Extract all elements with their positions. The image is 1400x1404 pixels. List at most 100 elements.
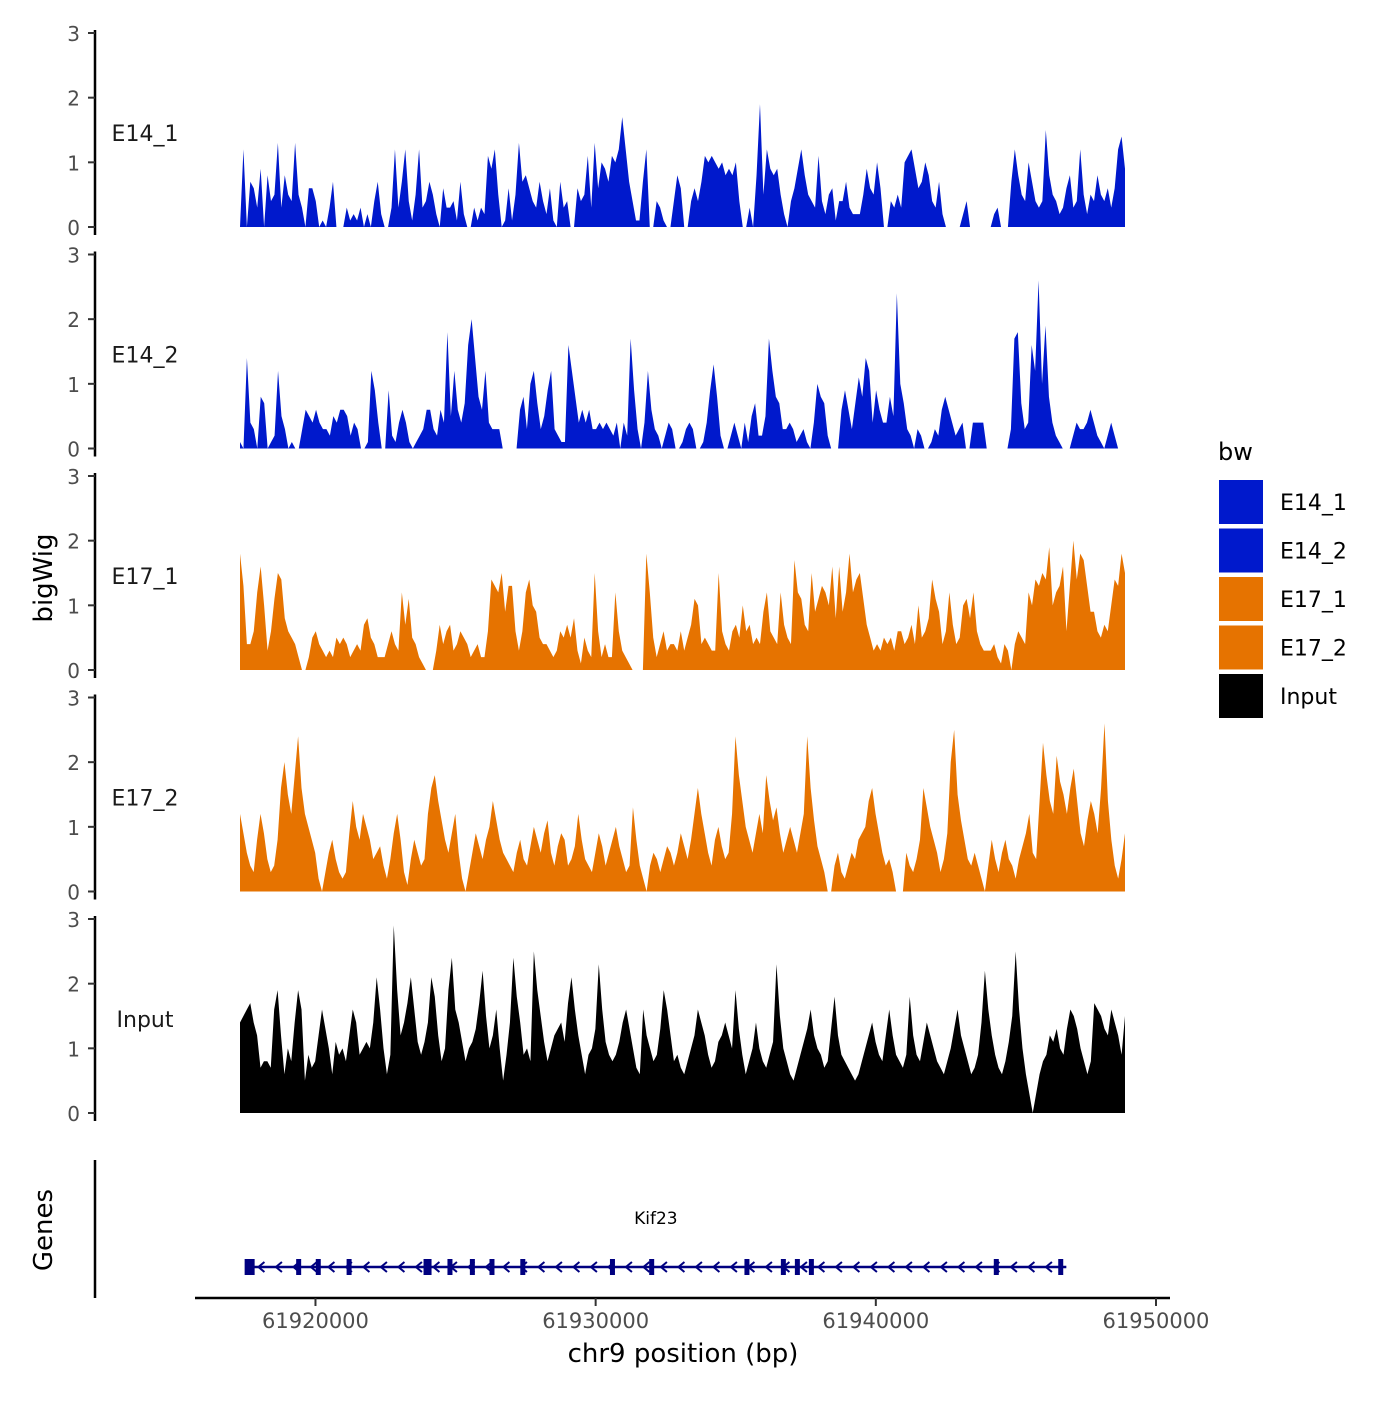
y-tick-label: 1 xyxy=(67,1037,80,1061)
area-input xyxy=(240,925,1125,1113)
track-label: E17_2 xyxy=(112,787,179,812)
x-tick-label: 61930000 xyxy=(542,1309,649,1333)
y-tick-label: 2 xyxy=(67,308,80,332)
strand-arrow xyxy=(974,1261,983,1273)
gene-tracks: Kif23 xyxy=(244,1209,1067,1275)
strand-arrow xyxy=(886,1261,896,1273)
x-ticks: 61920000 61930000 61940000 61950000 xyxy=(262,1298,1209,1333)
legend-item: E17_1 xyxy=(1219,577,1347,621)
gene-name-label: Kif23 xyxy=(634,1209,678,1229)
y-tick-label: 3 xyxy=(67,465,80,489)
y-axis-title: bigWig xyxy=(29,533,59,622)
strand-arrow xyxy=(414,1261,423,1273)
strand-arrow xyxy=(501,1261,511,1273)
strand-arrow xyxy=(431,1261,441,1273)
strand-arrow xyxy=(834,1261,843,1273)
y-tick-label: 1 xyxy=(67,594,80,618)
x-axis: 61920000 61930000 61940000 61950000 chr9 po… xyxy=(195,1296,1209,1369)
exon xyxy=(296,1259,302,1275)
exon xyxy=(489,1259,495,1275)
y-tick-label: 3 xyxy=(67,687,80,711)
legend-swatch xyxy=(1219,674,1263,718)
x-axis-title: chr9 position (bp) xyxy=(568,1339,799,1369)
legend: bw E14_1 E14_2 E17_1 E17_2 Input xyxy=(1218,438,1347,718)
strand-arrow xyxy=(536,1261,546,1273)
strand-arrow xyxy=(694,1261,703,1273)
strand-arrow xyxy=(1044,1261,1053,1273)
strand-arrow xyxy=(361,1261,371,1273)
strand-arrow xyxy=(396,1261,406,1273)
exon xyxy=(346,1259,352,1275)
genes-panel: Genes Kif23 xyxy=(29,1160,1067,1298)
exon xyxy=(993,1259,999,1275)
area-e17-1 xyxy=(240,540,1125,670)
y-tick-label: 2 xyxy=(67,973,80,997)
legend-item: E14_2 xyxy=(1219,528,1347,573)
legend-swatch xyxy=(1219,528,1263,573)
exon xyxy=(780,1259,786,1275)
track-label: E14_2 xyxy=(112,344,179,369)
x-tick-label: 61940000 xyxy=(822,1309,929,1333)
strand-arrow xyxy=(729,1261,738,1273)
strand-arrow xyxy=(956,1261,966,1273)
x-tick-label: 61920000 xyxy=(262,1309,369,1333)
legend-swatch xyxy=(1219,480,1263,524)
y-tick-label: 2 xyxy=(67,87,80,111)
legend-swatch xyxy=(1219,625,1263,670)
exon xyxy=(520,1259,526,1275)
exon xyxy=(744,1259,750,1275)
track-label: E14_1 xyxy=(112,122,179,147)
track-e17-2: 0 1 2 3 E17_2 xyxy=(67,687,1125,905)
strand-arrow xyxy=(571,1261,581,1273)
legend-item: E14_1 xyxy=(1219,480,1347,524)
strand-arrow xyxy=(274,1261,283,1273)
legend-label: E14_1 xyxy=(1280,491,1347,516)
strand-arrow xyxy=(851,1261,861,1273)
y-tick-label: 3 xyxy=(67,22,80,46)
exon xyxy=(649,1259,655,1275)
strand-arrow xyxy=(676,1261,686,1273)
exon xyxy=(808,1259,814,1275)
y-tick-label: 1 xyxy=(67,151,80,175)
y-tick-label: 3 xyxy=(67,908,80,932)
y-tick-label: 0 xyxy=(67,881,80,905)
y-tick-label: 1 xyxy=(67,373,80,397)
legend-item: E17_2 xyxy=(1219,625,1347,670)
strand-arrow xyxy=(764,1261,773,1273)
exon xyxy=(447,1259,453,1275)
tracks-group: 0 1 2 3 E14_1 0 1 2 3 E14_2 0 1 2 3 E17_1 0 1 2 3 E17_2 0 1 2 3… xyxy=(67,22,1125,1126)
track-e17-1: 0 1 2 3 E17_1 xyxy=(67,465,1125,683)
exon xyxy=(244,1259,255,1275)
gene-kif23: Kif23 xyxy=(244,1209,1067,1275)
strand-arrow xyxy=(641,1261,651,1273)
strand-arrow xyxy=(711,1261,721,1273)
strand-arrow xyxy=(326,1261,336,1273)
exon xyxy=(609,1259,615,1275)
exon xyxy=(1058,1259,1064,1275)
legend-items: E14_1 E14_2 E17_1 E17_2 Input xyxy=(1219,480,1347,718)
track-label: Input xyxy=(117,1008,174,1033)
legend-label: E14_2 xyxy=(1280,540,1347,565)
genes-axis-title: Genes xyxy=(29,1189,59,1271)
strand-arrow xyxy=(816,1261,826,1273)
legend-title: bw xyxy=(1218,438,1253,466)
track-input: 0 1 2 3 Input xyxy=(67,908,1125,1126)
strand-arrow xyxy=(659,1261,668,1273)
strand-arrow xyxy=(379,1261,388,1273)
legend-item: Input xyxy=(1219,674,1337,718)
y-tick-label: 0 xyxy=(67,216,80,240)
track-e14-1: 0 1 2 3 E14_1 xyxy=(67,22,1125,240)
strand-arrow xyxy=(624,1261,633,1273)
area-e14-1 xyxy=(240,104,1125,227)
y-tick-label: 0 xyxy=(67,659,80,683)
y-tick-label: 0 xyxy=(67,1102,80,1126)
area-e17-2 xyxy=(240,723,1125,892)
track-e14-2: 0 1 2 3 E14_2 xyxy=(67,244,1125,462)
strand-arrow xyxy=(554,1261,563,1273)
x-tick-label: 61950000 xyxy=(1103,1309,1210,1333)
legend-label: E17_2 xyxy=(1280,637,1347,662)
legend-swatch xyxy=(1219,577,1263,621)
y-tick-label: 0 xyxy=(67,438,80,462)
legend-label: Input xyxy=(1280,685,1337,710)
